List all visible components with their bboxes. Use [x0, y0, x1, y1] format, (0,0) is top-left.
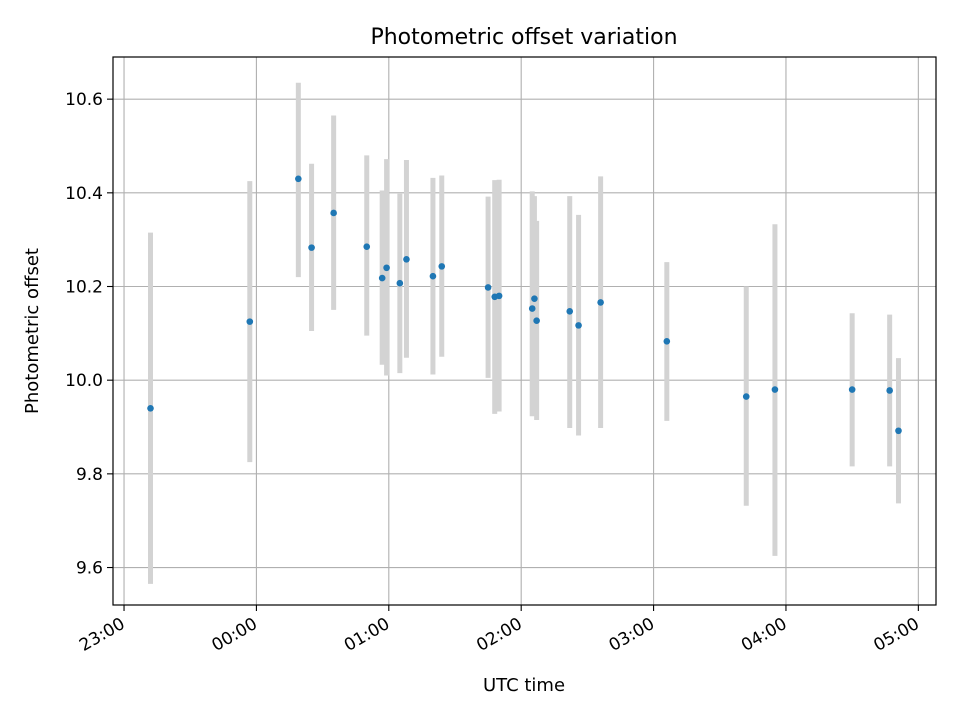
x-tick-label: 04:00	[738, 614, 790, 656]
data-point	[383, 264, 390, 272]
y-axis-ticks: 9.6 9.8 10.0 10.2 10.4 10.6	[65, 90, 113, 579]
x-tick-label: 01:00	[341, 614, 393, 656]
data-point	[438, 263, 446, 270]
data-point	[771, 386, 779, 393]
data-point	[663, 338, 671, 345]
data-point	[566, 308, 574, 315]
plot-area-frame	[112, 56, 937, 606]
data-points	[147, 175, 902, 435]
x-tick-label: 03:00	[606, 614, 658, 656]
data-point	[531, 295, 538, 302]
data-point	[597, 299, 604, 306]
data-point	[330, 209, 337, 217]
data-point	[429, 272, 437, 280]
data-point	[295, 175, 302, 183]
data-point	[848, 386, 856, 393]
data-point	[575, 322, 582, 329]
y-tick-label: 10.2	[65, 278, 103, 298]
y-tick-label: 10.6	[65, 90, 103, 110]
x-axis-ticks: 23:00 00:00 01:00 02:00 03:00 04:00 05:00	[76, 605, 923, 656]
data-point	[533, 317, 540, 324]
data-point	[484, 284, 492, 291]
x-tick-label: 02:00	[473, 614, 525, 656]
data-point	[886, 387, 893, 394]
data-point	[528, 305, 536, 312]
y-tick-label: 9.6	[76, 559, 103, 579]
data-point	[147, 404, 154, 412]
y-tick-label: 9.8	[76, 465, 103, 485]
chart-title: Photometric offset variation	[370, 25, 677, 50]
data-point	[403, 256, 410, 263]
data-point	[895, 427, 902, 435]
data-point	[308, 244, 315, 251]
grid	[113, 57, 936, 605]
data-point	[742, 393, 750, 400]
x-tick-label: 05:00	[870, 614, 922, 656]
data-point	[363, 243, 371, 250]
x-axis-label: UTC time	[483, 675, 565, 696]
data-point	[495, 292, 503, 300]
x-tick-label: 23:00	[76, 614, 128, 656]
x-tick-label: 00:00	[208, 614, 260, 656]
data-point	[246, 318, 254, 325]
y-axis-label: Photometric offset	[22, 248, 43, 414]
data-point	[396, 279, 404, 287]
data-point	[378, 274, 386, 282]
y-tick-label: 10.0	[65, 371, 103, 391]
y-tick-label: 10.4	[65, 184, 103, 204]
